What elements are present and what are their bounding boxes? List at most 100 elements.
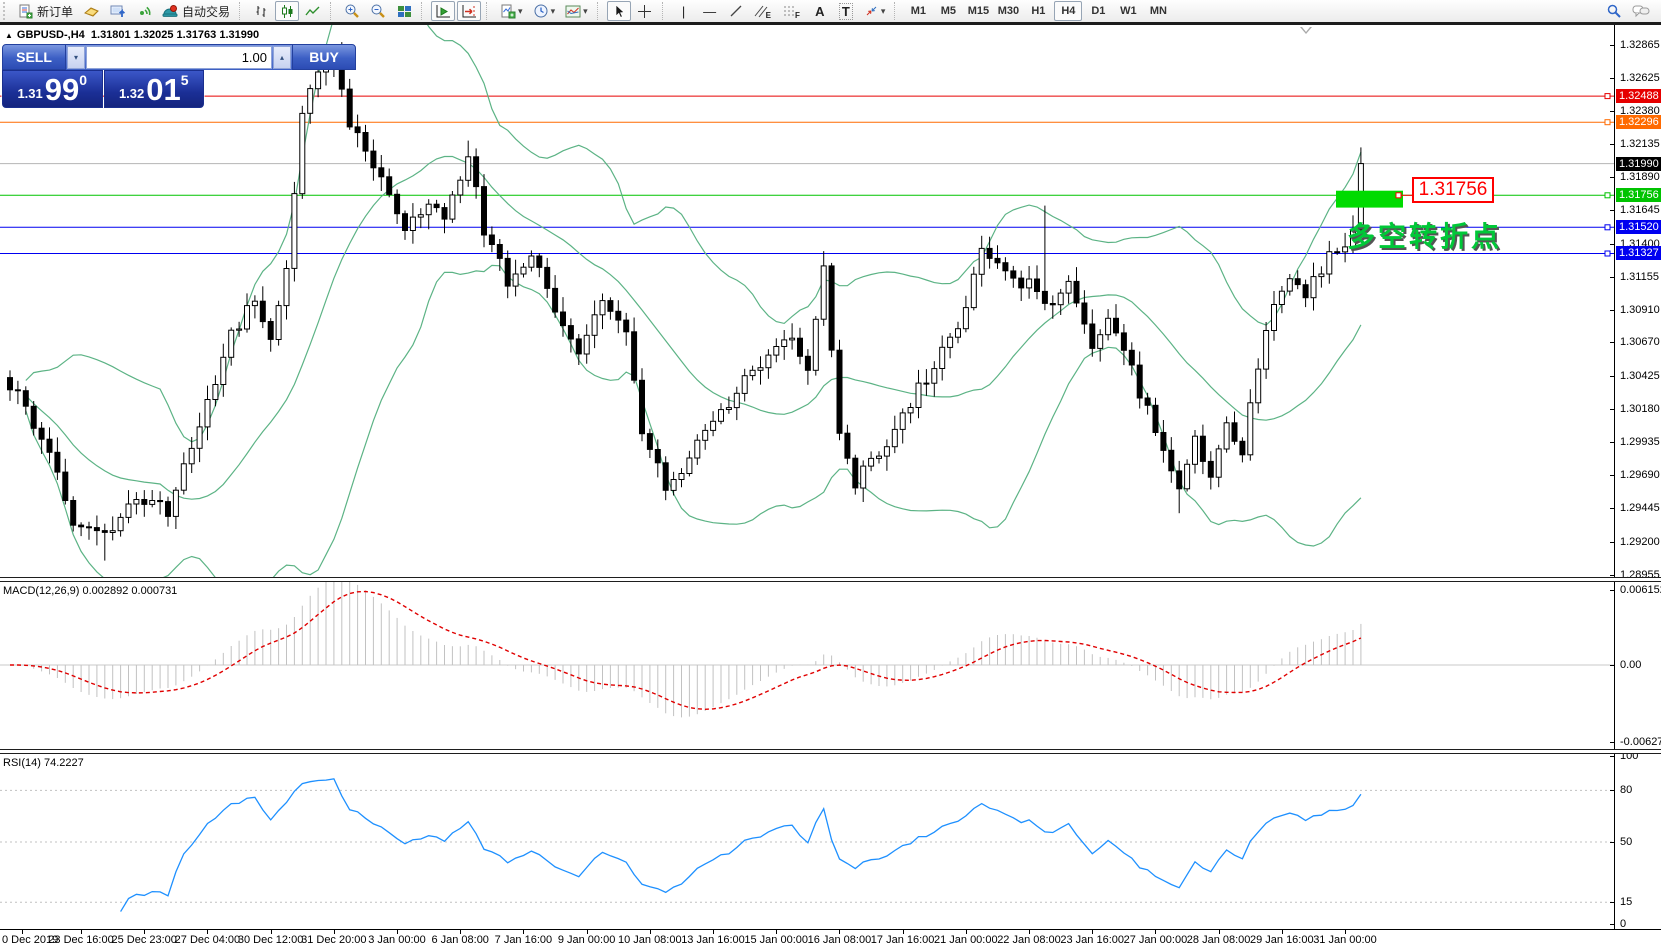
price-tick-label: 1.29935 xyxy=(1620,436,1660,449)
macd-pane-canvas[interactable] xyxy=(0,582,1614,750)
buy-button[interactable]: BUY xyxy=(292,44,356,70)
macd-pane-resizer[interactable] xyxy=(0,577,1661,582)
bar-chart-icon xyxy=(256,5,266,17)
tile-windows-button[interactable] xyxy=(392,1,416,21)
text-tool[interactable]: A xyxy=(808,1,832,21)
chart-shift-button[interactable] xyxy=(457,1,482,21)
new-chart-button[interactable] xyxy=(79,1,104,21)
chart-objects-layer xyxy=(1336,190,1412,208)
timeframe-button-M5[interactable]: M5 xyxy=(940,5,957,17)
price-tick-label: 1.30425 xyxy=(1620,369,1660,382)
price-scale[interactable]: 1.32865 1.32625 1.32380 1.32135 1.31890 1.316… xyxy=(1610,25,1661,930)
axis-tick-mark xyxy=(1610,665,1614,666)
time-tick-mark xyxy=(839,930,841,934)
line-chart-button[interactable] xyxy=(301,1,325,21)
sell-button[interactable]: SELL xyxy=(2,44,66,70)
indicators-caret[interactable]: ▾ xyxy=(518,5,523,16)
axis-tick-mark xyxy=(1610,210,1614,212)
time-tick-mark xyxy=(270,930,272,934)
timeframe-button-H1[interactable]: H1 xyxy=(1031,5,1046,17)
trendline-tool[interactable] xyxy=(724,1,748,21)
templates-button[interactable]: ▾ xyxy=(561,1,592,21)
zoom-out-button[interactable] xyxy=(366,1,390,21)
rsi-pane-canvas[interactable] xyxy=(0,754,1614,929)
time-tick-label: 3 Jan 00:00 xyxy=(368,934,426,946)
ohlc-values: 1.31801 1.32025 1.31763 1.31990 xyxy=(90,29,260,41)
periods-button[interactable]: ▾ xyxy=(529,1,560,21)
axis-tick-mark xyxy=(1610,741,1614,743)
axis-tick-mark xyxy=(1610,375,1614,377)
tile-windows-icon xyxy=(397,5,411,17)
chart-title: ▲ GBPUSD-,H4 1.31801 1.32025 1.31763 1.31… xyxy=(5,29,259,41)
horizontal-line-icon: — xyxy=(703,3,717,19)
arrows-tool[interactable]: ▾ xyxy=(860,1,890,21)
bar-chart-button[interactable] xyxy=(249,1,273,21)
publish-button[interactable] xyxy=(106,1,130,21)
rsi-pane-resizer[interactable] xyxy=(0,749,1661,754)
timeframe-button-M15[interactable]: M15 xyxy=(967,5,990,17)
candles-layer xyxy=(7,42,1364,561)
new-order-button[interactable]: 新订单 xyxy=(14,1,77,21)
periods-caret[interactable]: ▾ xyxy=(550,5,556,16)
timeframe-button-M1[interactable]: M1 xyxy=(910,5,927,17)
templates-caret[interactable]: ▾ xyxy=(583,5,588,16)
timeframe-button-W1[interactable]: W1 xyxy=(1120,5,1137,17)
axis-tick-mark xyxy=(1610,342,1614,344)
turning-point-annotation[interactable]: 多空转折点 xyxy=(1347,221,1503,252)
toolbar-separator xyxy=(894,2,900,20)
timeframe-button-M30[interactable]: M30 xyxy=(997,5,1020,17)
sell-price-prefix: 1.31 xyxy=(17,86,43,101)
toolbar-grip[interactable] xyxy=(3,2,10,20)
volume-increase-button[interactable]: ▴ xyxy=(273,46,291,69)
time-tick-mark xyxy=(1345,930,1346,934)
time-tick-label: 23 Dec 16:00 xyxy=(48,934,114,946)
cursor-button[interactable] xyxy=(606,1,631,21)
price-level-badge: 1.32488 xyxy=(1616,89,1661,104)
sell-price-display[interactable]: 1.31 99 0 xyxy=(2,70,103,108)
toolbar-separator xyxy=(596,2,603,20)
horizontal-line-tool[interactable]: — xyxy=(698,1,722,21)
zoom-in-button[interactable] xyxy=(340,1,364,21)
timeframe-button-H4[interactable]: H4 xyxy=(1054,1,1083,21)
autotrading-icon xyxy=(162,4,178,17)
collapse-marker-icon[interactable]: ▲ xyxy=(5,31,13,40)
channel-tool[interactable]: E xyxy=(750,1,777,21)
axis-tick-mark xyxy=(1610,790,1614,792)
time-axis[interactable]: 0 Dec 2019 23 Dec 16:00 25 Dec 23:00 27 Dec… xyxy=(0,929,1661,947)
timeframe-button-MN[interactable]: MN xyxy=(1149,5,1167,17)
vertical-line-tool[interactable]: | xyxy=(672,1,696,21)
price-tick-label: 1.29445 xyxy=(1620,502,1660,515)
line-chart-icon xyxy=(305,6,320,15)
timeframe-button-D1[interactable]: D1 xyxy=(1091,5,1106,17)
price-tick-label: 1.31645 xyxy=(1620,204,1660,217)
time-tick-mark xyxy=(1281,930,1283,934)
signals-icon xyxy=(140,6,151,15)
price-tick-label: 50 xyxy=(1620,836,1633,848)
volume-spinner: ▾ ▴ xyxy=(66,44,292,70)
arrows-caret[interactable]: ▾ xyxy=(880,5,886,16)
fibonacci-tool[interactable]: F xyxy=(779,1,806,21)
zoom-out-icon xyxy=(371,4,385,18)
time-tick-mark xyxy=(1092,930,1094,934)
templates-icon xyxy=(565,5,581,17)
toolbar-separator xyxy=(486,2,492,20)
indicators-button[interactable]: ▾ xyxy=(496,1,527,21)
text-label-tool[interactable]: T xyxy=(834,1,858,21)
signals-button[interactable] xyxy=(132,1,156,21)
buy-price-display[interactable]: 1.32 01 5 xyxy=(103,70,204,108)
chart-shift-marker[interactable] xyxy=(1300,27,1312,34)
price-callout-label[interactable]: 1.31756 xyxy=(1412,177,1494,203)
autotrading-button[interactable]: 自动交易 xyxy=(158,1,234,21)
channel-icon xyxy=(754,5,768,18)
main-chart-canvas[interactable] xyxy=(0,25,1614,578)
time-tick-mark xyxy=(460,930,462,934)
search-button[interactable] xyxy=(1602,1,1626,21)
crosshair-button[interactable] xyxy=(633,1,657,21)
axis-tick-mark xyxy=(1610,590,1614,591)
volume-decrease-button[interactable]: ▾ xyxy=(67,46,85,69)
axis-tick-mark xyxy=(1610,243,1614,245)
volume-input[interactable] xyxy=(86,46,272,69)
autoscroll-button[interactable] xyxy=(431,1,456,21)
candlestick-button[interactable] xyxy=(275,1,300,21)
community-chat-button[interactable] xyxy=(1628,1,1654,21)
